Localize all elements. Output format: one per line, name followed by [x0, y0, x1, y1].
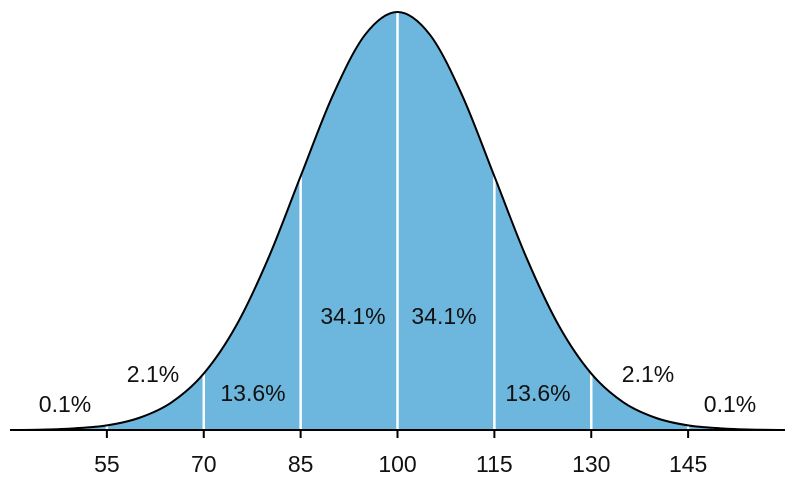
- segment-label: 0.1%: [39, 391, 91, 417]
- segment-label: 0.1%: [704, 391, 756, 417]
- curve: [9, 10, 786, 431]
- x-tick-label: 130: [572, 451, 610, 477]
- x-tick-label: 55: [94, 451, 120, 477]
- segment-label: 13.6%: [220, 380, 285, 406]
- x-tick-label: 115: [476, 451, 513, 477]
- segment: [203, 12, 301, 430]
- x-tick-label: 85: [288, 451, 314, 477]
- x-tick-label: 145: [669, 451, 707, 477]
- segment-label: 34.1%: [411, 303, 476, 329]
- segment-label: 13.6%: [505, 380, 570, 406]
- segment: [397, 12, 495, 430]
- segment: [688, 12, 785, 430]
- segment-label: 34.1%: [320, 303, 385, 329]
- segment: [10, 12, 107, 430]
- segment: [300, 12, 398, 430]
- segment: [494, 12, 592, 430]
- segment-label: 2.1%: [127, 361, 179, 387]
- x-tick-label: 100: [378, 451, 416, 477]
- segment-label: 2.1%: [622, 361, 674, 387]
- x-tick-label: 70: [191, 451, 217, 477]
